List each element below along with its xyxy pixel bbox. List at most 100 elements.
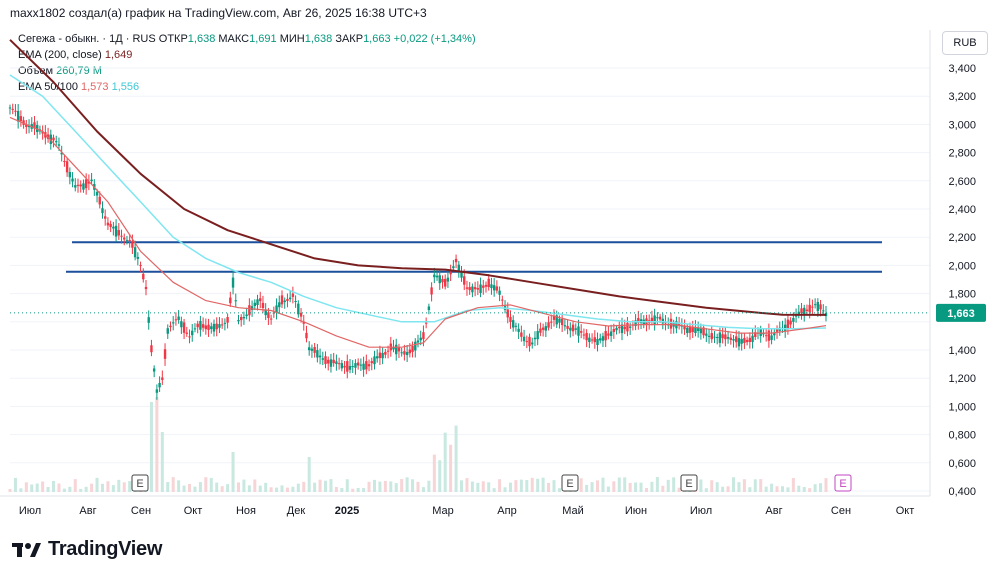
candle-body: [234, 300, 237, 302]
volume-bar: [655, 477, 659, 492]
candle-body: [302, 321, 305, 324]
chart-header: maxx1802 создал(а) график на TradingView…: [10, 6, 427, 20]
candle-body: [457, 264, 460, 271]
candle-body: [794, 315, 798, 317]
candle-body: [691, 326, 694, 332]
price-tick-label: 2,200: [948, 232, 976, 244]
ema50-line: [9, 116, 827, 348]
candle-body: [114, 225, 118, 237]
volume-bar: [552, 480, 556, 492]
volume-bar: [427, 480, 431, 492]
price-tick-label: 3,200: [948, 91, 976, 103]
candle-body: [253, 302, 256, 307]
earnings-marker[interactable]: E: [680, 474, 698, 492]
candle-body: [517, 328, 520, 332]
legend-close-label: ЗАКР: [335, 33, 364, 45]
candle-body: [471, 286, 474, 293]
candle-body: [658, 316, 662, 320]
volume-bar: [41, 481, 45, 492]
legend-ema200-label: EMA (200, close): [18, 49, 102, 61]
candle-body: [522, 336, 526, 342]
candle-body: [656, 317, 659, 319]
candle-body: [196, 323, 199, 328]
earnings-marker[interactable]: E: [131, 474, 149, 492]
candle-body: [346, 361, 349, 372]
candle-body: [109, 223, 112, 228]
candle-body: [419, 337, 422, 341]
candle-body: [476, 288, 480, 290]
volume-bar: [585, 484, 589, 492]
candle-body: [310, 348, 314, 351]
candle-body: [767, 330, 771, 341]
brand[interactable]: TradingView: [12, 538, 162, 561]
legend-symbol[interactable]: Сегежа - обыкн. · 1Д · RUS: [18, 33, 156, 45]
candle-body: [11, 108, 14, 110]
time-axis[interactable]: Июл Авг Сен Окт Ноя Дек 2025 Мар Апр Май Июн Июл Авг…: [0, 495, 930, 517]
candle-body: [44, 132, 47, 138]
legend-change: +0,022 (+1,34%): [393, 33, 476, 45]
candle-body: [555, 315, 558, 325]
candle-body: [620, 324, 624, 334]
time-tick-label: Июн: [625, 505, 647, 517]
volume-bar: [579, 478, 583, 492]
candle-body: [721, 334, 724, 339]
candle-body: [8, 107, 12, 109]
candle-body: [288, 297, 292, 300]
volume-bar: [525, 479, 529, 492]
candle-body: [166, 328, 169, 334]
candle-body: [514, 325, 518, 327]
candle-body: [609, 331, 613, 336]
legend-ema50-100-row[interactable]: EMA 50/100 1,573 1,556: [18, 79, 476, 95]
earnings-marker-label: E: [839, 478, 846, 490]
legend-ema200-row[interactable]: EMA (200, close) 1,649: [18, 47, 476, 63]
legend-low-value: 1,638: [304, 33, 333, 45]
volume-bar: [623, 477, 627, 492]
legend: Сегежа - обыкн. · 1Д · RUS ОТКР1,638 МАК…: [18, 31, 476, 95]
candle-body: [207, 324, 210, 330]
candle-body: [340, 363, 344, 369]
price-tick-label: 1,000: [948, 401, 976, 413]
candle-body: [38, 129, 42, 132]
candle-body: [308, 347, 311, 351]
candle-body: [628, 326, 632, 328]
candle-body: [536, 331, 539, 340]
legend-volume-row[interactable]: Объем 260,79 M: [18, 63, 476, 79]
candle-body: [680, 325, 684, 327]
candle-body: [324, 356, 327, 364]
candle-body: [33, 122, 36, 129]
candle-body: [98, 196, 101, 205]
earnings-marker[interactable]: E: [561, 474, 579, 492]
time-tick-label: Мар: [432, 505, 454, 517]
volume-bar: [79, 488, 83, 492]
candle-body: [683, 325, 686, 330]
candle-body: [30, 124, 33, 129]
volume-bar: [802, 487, 806, 492]
candle-body: [811, 306, 814, 308]
volume-bar: [574, 483, 578, 492]
candle-body: [87, 181, 91, 184]
candle-body: [177, 316, 180, 321]
candle-body: [607, 333, 610, 336]
legend-ema100-value: 1,556: [111, 81, 140, 93]
price-axis[interactable]: 3,400 3,200 3,000 2,800 2,600 2,400 2,200 2,000…: [929, 30, 976, 498]
earnings-marker[interactable]: E: [834, 474, 852, 492]
candle-body: [294, 301, 297, 303]
candle-body: [264, 309, 267, 316]
candle-body: [612, 328, 616, 332]
candle-body: [482, 285, 485, 288]
candle-body: [305, 332, 308, 339]
candle-body: [759, 328, 762, 336]
volume-bar: [824, 478, 828, 492]
candle-body: [389, 343, 392, 351]
candle-body: [101, 208, 104, 214]
volume-bar: [547, 482, 551, 492]
candle-body: [261, 302, 265, 309]
candle-body: [231, 277, 235, 288]
horizontal-lines[interactable]: [66, 241, 882, 273]
currency-button[interactable]: RUB: [942, 31, 988, 55]
candle-body: [544, 326, 548, 331]
volume-bar: [759, 479, 763, 492]
volume-bar: [536, 478, 540, 492]
candle-body: [631, 324, 635, 326]
